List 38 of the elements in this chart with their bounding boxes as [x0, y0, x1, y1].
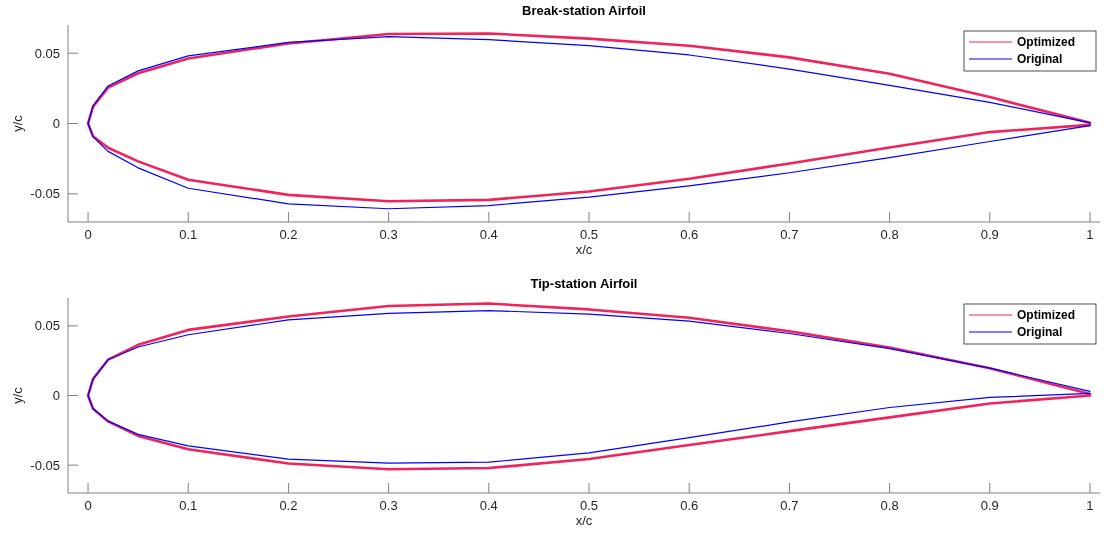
- x-tick-label: 0.8: [880, 498, 899, 513]
- y-tick-label: 0: [52, 116, 60, 131]
- legend-label: Optimized: [1017, 308, 1076, 322]
- y-axis-title: y/c: [10, 114, 25, 132]
- x-tick-label: 1: [1086, 498, 1094, 513]
- legend-label: Optimized: [1017, 35, 1076, 49]
- x-tick-label: 0.2: [279, 498, 298, 513]
- x-tick-label: 0.4: [479, 498, 498, 513]
- x-tick-label: 0.6: [680, 498, 699, 513]
- x-tick-label: 0.8: [880, 227, 899, 242]
- y-tick-label: 0: [52, 388, 60, 403]
- x-tick-label: 0.4: [479, 227, 498, 242]
- x-tick-label: 0.2: [279, 227, 298, 242]
- x-tick-label: 0.7: [780, 498, 799, 513]
- y-tick-label: -0.05: [30, 457, 60, 473]
- x-tick-label: 0.3: [379, 227, 398, 242]
- y-tick-label: -0.05: [30, 186, 60, 202]
- legend-label: Original: [1017, 325, 1063, 339]
- x-tick-label: 0: [84, 227, 92, 242]
- y-tick-label: 0.05: [34, 318, 60, 334]
- legend-label: Original: [1017, 52, 1063, 66]
- x-tick-label: 0.1: [179, 498, 198, 513]
- x-tick-label: 1: [1086, 227, 1094, 242]
- x-tick-label: 0.1: [179, 227, 198, 242]
- x-axis-title: x/c: [575, 513, 593, 528]
- y-axis-title: y/c: [10, 386, 25, 404]
- y-tick-label: 0.05: [34, 45, 60, 61]
- x-tick-label: 0.3: [379, 498, 398, 513]
- x-tick-label: 0.7: [780, 227, 799, 242]
- chart-title: Tip-station Airfoil: [530, 276, 638, 291]
- x-axis-title: x/c: [575, 242, 593, 257]
- x-tick-label: 0.9: [980, 227, 999, 242]
- x-tick-label: 0.9: [980, 498, 999, 513]
- x-tick-label: 0.5: [579, 227, 599, 242]
- x-tick-label: 0.6: [680, 227, 699, 242]
- x-tick-label: 0.5: [579, 498, 599, 513]
- x-tick-label: 0: [84, 498, 92, 513]
- chart-title: Break-station Airfoil: [522, 3, 646, 18]
